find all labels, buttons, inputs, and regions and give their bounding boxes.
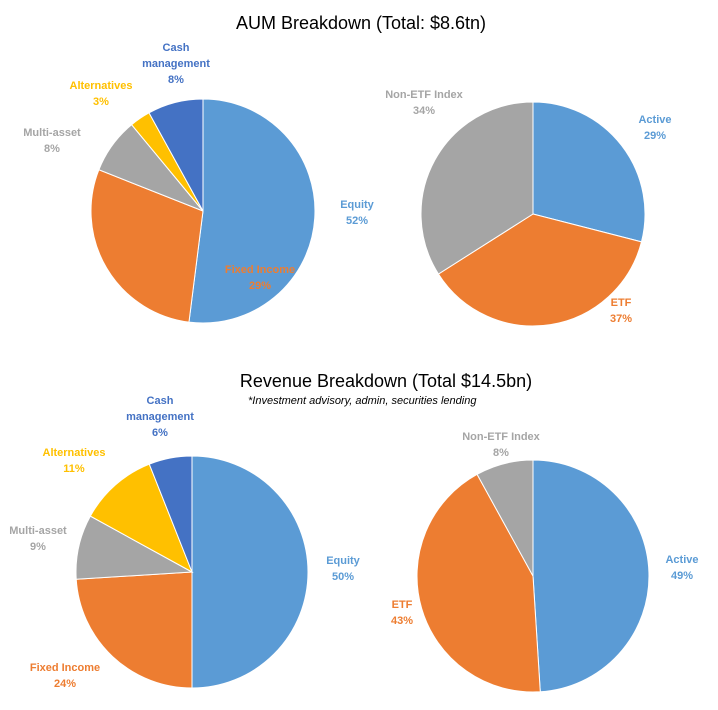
data-label-active: Active 29% (638, 114, 671, 142)
data-label-fixed-income: Fixed Income 29% (225, 264, 295, 292)
data-label-etf: ETF 37% (610, 297, 632, 325)
data-label-alternatives: Alternatives 11% (43, 447, 106, 475)
data-label-cash-management: Cash management 6% (126, 395, 194, 439)
data-label-equity: Equity 50% (326, 555, 360, 583)
data-label-cash-management: Cash management 8% (142, 42, 210, 86)
pie-slice-alternatives (89, 463, 193, 574)
pie-slice-equity (191, 455, 309, 689)
data-label-non-etf-index: Non-ETF Index 8% (462, 431, 540, 459)
pie-chart-3: Equity 50% Fixed Income 24% Multi-asset 9% Alt… (9, 395, 360, 690)
pie-chart-1: Equity 52% Fixed Income 29% Multi-asset 8% Alt… (23, 42, 375, 324)
data-label-multi-asset: Multi-asset 8% (23, 127, 81, 155)
pie-slice-etf (416, 473, 541, 693)
data-label-fixed-income: Fixed Income 24% (30, 662, 100, 690)
data-label-active: Active 49% (665, 554, 698, 582)
pie-slice-non-etf-index (420, 101, 534, 275)
revenue-title: Revenue Breakdown (Total $14.5bn) (240, 371, 532, 391)
data-label-alternatives: Alternatives 3% (70, 80, 133, 108)
pie-slice-cash-management (148, 455, 193, 573)
pie-slice-active (532, 459, 650, 693)
pie-slice-fixed-income (90, 169, 204, 323)
data-label-etf: ETF 43% (391, 599, 413, 627)
data-label-multi-asset: Multi-asset 9% (9, 525, 67, 553)
aum-title: AUM Breakdown (Total: $8.6tn) (236, 13, 486, 33)
pie-slice-equity (188, 98, 316, 324)
data-label-equity: Equity 52% (340, 199, 374, 227)
pie-layer: Equity 52% Fixed Income 29% Multi-asset 8% Alt… (9, 42, 699, 693)
pie-chart-2: Active 29% ETF 37% Non-ETF Index 34% (385, 89, 672, 327)
revenue-subtitle: *Investment advisory, admin, securities … (248, 395, 477, 407)
pie-slice-fixed-income (75, 571, 193, 689)
pie-slice-cash-management (148, 98, 204, 212)
data-label-non-etf-index: Non-ETF Index 34% (385, 89, 463, 117)
pie-chart-4: Active 49% ETF 43% Non-ETF Index 8% (391, 431, 699, 693)
pie-slice-non-etf-index (476, 459, 534, 577)
pie-slice-active (532, 101, 646, 243)
